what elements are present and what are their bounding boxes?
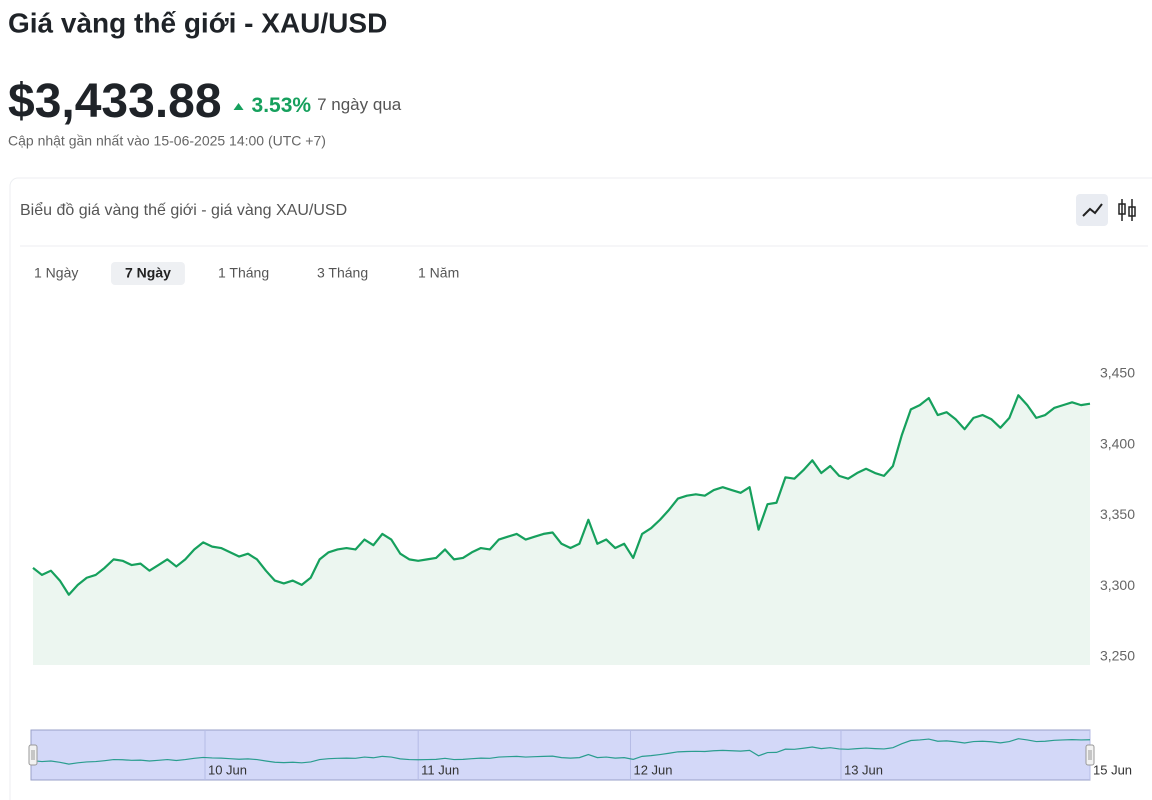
candle-chart-button[interactable]: [1118, 199, 1136, 221]
card-title: Biểu đồ giá vàng thế giới - giá vàng XAU…: [20, 201, 347, 219]
line-chart-button[interactable]: [1076, 194, 1108, 226]
icon-part: [1118, 203, 1126, 215]
y-tick-label: 3,400: [1100, 435, 1135, 451]
handle-body: [1085, 744, 1095, 766]
price-change: 3.53%: [252, 94, 312, 117]
x-tick-label: 10 Jun: [208, 762, 247, 777]
tab-label: 1 Ngày: [34, 265, 78, 281]
tab[interactable]: 3 Tháng: [317, 265, 368, 281]
navigator[interactable]: 10 Jun 11 Jun 12 Jun 13 Jun 15 Jun: [28, 729, 1132, 781]
x-tick-label: 15 Jun: [1093, 762, 1132, 777]
y-tick-label: 3,450: [1100, 365, 1135, 381]
page-title: Giá vàng thế giới - XAU/USD: [8, 7, 387, 38]
price-line: [32, 394, 1091, 596]
tab[interactable]: 7 Ngày: [111, 262, 185, 285]
x-tick-label: 13 Jun: [844, 762, 883, 777]
price-area: [33, 395, 1090, 665]
handle-body: [28, 744, 38, 766]
up-arrow: [233, 103, 244, 110]
icon-part: [1128, 206, 1136, 217]
tab-selected-bg: [111, 262, 185, 285]
tab[interactable]: 1 Năm: [418, 265, 459, 281]
price: $3,433.88: [8, 75, 222, 128]
tab-label: 1 Tháng: [218, 265, 269, 281]
tab[interactable]: 1 Tháng: [218, 265, 269, 281]
period: 7 ngày qua: [317, 95, 402, 114]
updated-time: Cập nhật gần nhất vào 15-06-2025 14:00 (…: [8, 133, 326, 149]
navigator-handle[interactable]: [1085, 744, 1095, 766]
y-tick-label: 3,350: [1100, 506, 1135, 522]
y-tick-label: 3,250: [1100, 648, 1135, 664]
line-icon: [1082, 203, 1103, 217]
x-tick-label: 11 Jun: [421, 762, 459, 777]
tab-label: 1 Năm: [418, 265, 459, 281]
navigator-bg: [30, 729, 1091, 781]
tab-label: 7 Ngày: [125, 265, 171, 281]
navigator-handle[interactable]: [28, 744, 38, 766]
x-tick-label: 12 Jun: [633, 762, 672, 777]
tab[interactable]: 1 Ngày: [34, 265, 78, 281]
tabs: 1 Ngày 7 Ngày 1 Tháng 3 Tháng 1 Năm: [34, 262, 459, 285]
tab-label: 3 Tháng: [317, 265, 368, 281]
navigator-line: [32, 738, 1091, 765]
chart: 3,250 3,300 3,350 3,400 3,450 10 Jun 11 Jun 12 …: [28, 365, 1135, 781]
price-line: $3,433.88 3.53% 7 ngày qua: [8, 75, 402, 128]
y-tick-label: 3,300: [1100, 577, 1135, 593]
